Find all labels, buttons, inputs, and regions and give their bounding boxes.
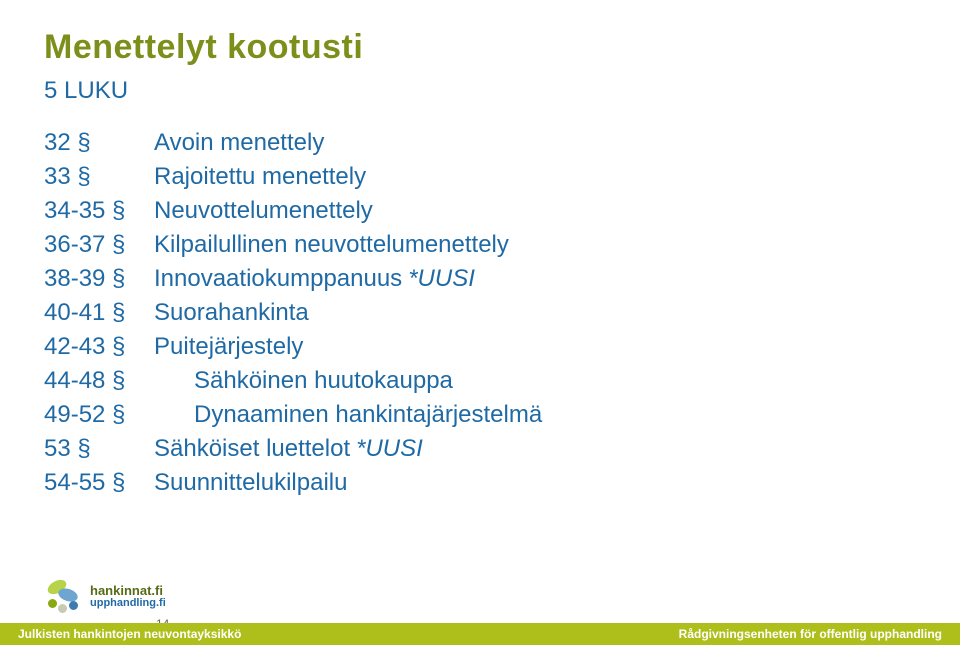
logo-text: hankinnat.fi upphandling.fi: [90, 584, 166, 609]
item-label: Suunnittelukilpailu: [154, 469, 347, 497]
logo-line-1: hankinnat.fi: [90, 584, 166, 598]
new-tag: *UUSI: [408, 265, 475, 293]
item-section-number: 33 §: [44, 163, 154, 191]
item-section-number: 53 §: [44, 435, 154, 463]
item-section-number: 49-52 §: [44, 401, 154, 429]
item-label: Avoin menettely: [154, 129, 324, 157]
logo-mark: [44, 579, 82, 615]
list-item: 54-55 §Suunnittelukilpailu: [44, 469, 916, 497]
footer-text-right: Rådgivningsenheten för offentlig upphand…: [679, 627, 942, 641]
item-label: Kilpailullinen neuvottelumenettely: [154, 231, 509, 259]
item-section-number: 54-55 §: [44, 469, 154, 497]
footer-bar: Julkisten hankintojen neuvontayksikkö Rå…: [0, 623, 960, 645]
item-label: Sähköiset luettelot: [154, 435, 350, 463]
item-section-number: 44-48 §: [44, 367, 154, 395]
item-label: Suorahankinta: [154, 299, 309, 327]
item-section-number: 34-35 §: [44, 197, 154, 225]
logo-line-2: upphandling.fi: [90, 598, 166, 610]
chapter-heading: 5 LUKU: [44, 77, 916, 105]
slide: Menettelyt kootusti 5 LUKU 32 §Avoin men…: [0, 0, 960, 645]
list-item: 32 §Avoin menettely: [44, 129, 916, 157]
item-section-number: 42-43 §: [44, 333, 154, 361]
item-label: Dynaaminen hankintajärjestelmä: [194, 401, 542, 429]
list-item: 36-37 §Kilpailullinen neuvottelumenettel…: [44, 231, 916, 259]
new-tag: *UUSI: [356, 435, 423, 463]
item-label: Neuvottelumenettely: [154, 197, 373, 225]
logo-dot-1: [48, 599, 57, 608]
logo: hankinnat.fi upphandling.fi: [44, 579, 166, 615]
logo-dot-2: [58, 604, 67, 613]
item-section-number: 40-41 §: [44, 299, 154, 327]
item-label: Sähköinen huutokauppa: [194, 367, 453, 395]
list-item: 53 §Sähköiset luettelot *UUSI: [44, 435, 916, 463]
list-item: 44-48 § Sähköinen huutokauppa: [44, 367, 916, 395]
list-item: 33 §Rajoitettu menettely: [44, 163, 916, 191]
page-title: Menettelyt kootusti: [44, 28, 916, 67]
list-item: 49-52 § Dynaaminen hankintajärjestelmä: [44, 401, 916, 429]
item-section-number: 36-37 §: [44, 231, 154, 259]
footer: hankinnat.fi upphandling.fi 14 Julkisten…: [0, 559, 960, 645]
item-label: Innovaatiokumppanuus: [154, 265, 402, 293]
item-label: Rajoitettu menettely: [154, 163, 366, 191]
item-section-number: 38-39 §: [44, 265, 154, 293]
procedure-list: 32 §Avoin menettely33 §Rajoitettu menett…: [44, 129, 916, 497]
item-section-number: 32 §: [44, 129, 154, 157]
item-label: Puitejärjestely: [154, 333, 303, 361]
list-item: 42-43 §Puitejärjestely: [44, 333, 916, 361]
list-item: 40-41 §Suorahankinta: [44, 299, 916, 327]
logo-dot-3: [69, 601, 78, 610]
list-item: 34-35 §Neuvottelumenettely: [44, 197, 916, 225]
footer-text-left: Julkisten hankintojen neuvontayksikkö: [18, 627, 241, 641]
list-item: 38-39 §Innovaatiokumppanuus *UUSI: [44, 265, 916, 293]
